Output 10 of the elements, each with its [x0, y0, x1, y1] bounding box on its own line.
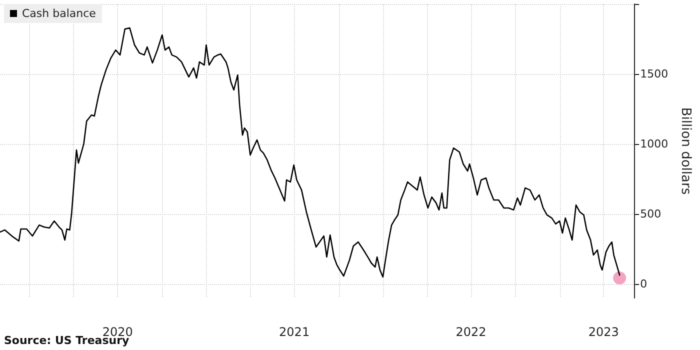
y-axis-title: Billion dollars — [678, 107, 693, 195]
legend-label: Cash balance — [22, 7, 96, 20]
x-tick-label: 2022 — [456, 325, 486, 339]
x-tick-label: 2023 — [588, 325, 619, 339]
y-tick-label: 1000 — [640, 138, 668, 150]
y-tick-label: 1500 — [640, 68, 668, 80]
y-tick-label: 0 — [640, 278, 648, 290]
x-tick-label: 2020 — [102, 325, 133, 339]
y-tick-label: 500 — [640, 208, 662, 220]
x-tick-label: 2021 — [279, 325, 310, 339]
